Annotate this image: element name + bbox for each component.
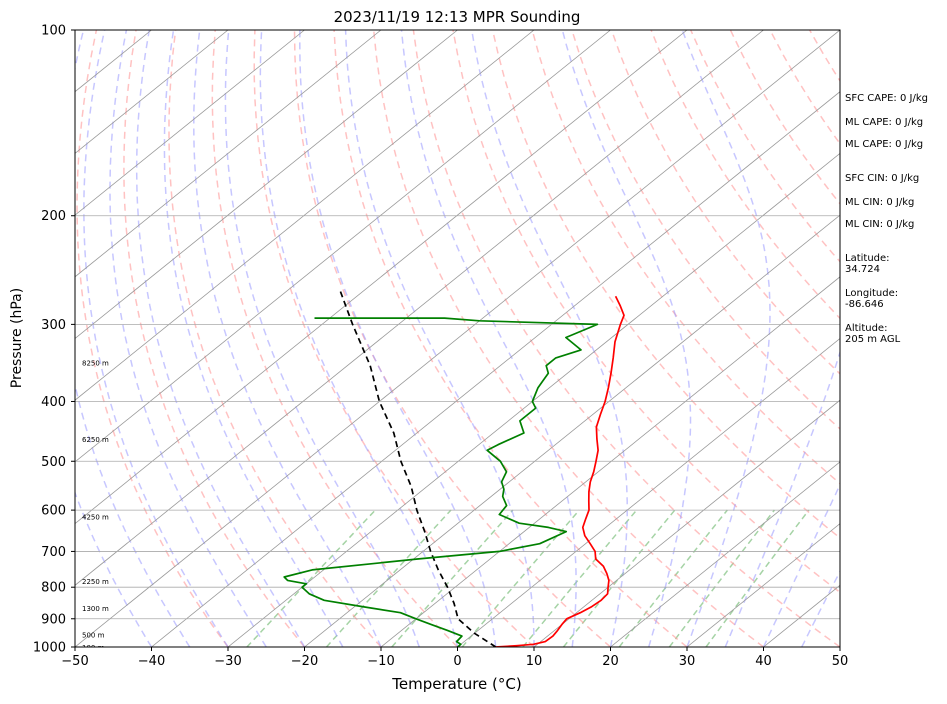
moist-adiabat-line (562, 30, 690, 647)
longitude-value: -86.646 (845, 299, 898, 310)
chart-title: 2023/11/19 12:13 MPR Sounding (334, 8, 581, 26)
x-tick-label: −50 (61, 654, 88, 669)
isotherm-line (0, 30, 611, 647)
sfc-cape-text: SFC CAPE: 0 J/kg (845, 93, 928, 104)
height-label: 8250 m (82, 360, 109, 368)
altitude-label: Altitude: (845, 323, 900, 334)
moist-adiabat-line (194, 30, 381, 647)
height-label: 6250 m (82, 436, 109, 444)
latitude-block: Latitude: 34.724 (845, 253, 890, 275)
longitude-label: Longitude: (845, 288, 898, 299)
ml-cin-text-2: ML CIN: 0 J/kg (845, 219, 914, 230)
x-tick-label: 30 (679, 654, 696, 669)
height-label: 2250 m (82, 578, 109, 586)
y-tick-label: 100 (41, 24, 66, 39)
mixing-ratio-line (247, 510, 375, 647)
x-tick-label: 20 (602, 654, 619, 669)
latitude-label: Latitude: (845, 253, 890, 264)
y-tick-label: 700 (41, 545, 66, 560)
y-tick-label: 900 (41, 612, 66, 627)
altitude-block: Altitude: 205 m AGL (845, 323, 900, 345)
x-axis-label: Temperature (°C) (391, 675, 521, 693)
parcel-profile-line (340, 291, 496, 647)
moist-adiabat-line (58, 30, 190, 647)
y-axis-label: Pressure (hPa) (9, 288, 25, 388)
temperature-profile-line (496, 296, 624, 647)
moist-adiabat-line (346, 30, 534, 647)
height-labels: 100 m 500 m 1300 m 2250 m 4250 m 6250 m 8250 m (82, 360, 109, 652)
y-tick-label: 300 (41, 318, 66, 333)
latitude-value: 34.724 (845, 264, 890, 275)
mixing-ratio-line (523, 510, 637, 647)
moist-adiabat-line (84, 30, 228, 647)
ml-cape-text-2: ML CAPE: 0 J/kg (845, 139, 923, 150)
dry-adiabat-line (169, 30, 381, 647)
dry-adiabat-line (254, 30, 534, 647)
x-tick-label: 10 (526, 654, 543, 669)
x-tick-label: 0 (453, 654, 461, 669)
x-tick-label: −20 (291, 654, 318, 669)
ml-cape-text: ML CAPE: 0 J/kg (845, 117, 923, 128)
longitude-block: Longitude: -86.646 (845, 288, 898, 310)
isotherm-line (228, 30, 947, 647)
isotherm-line (0, 30, 534, 647)
isotherm-line (0, 30, 458, 647)
height-label: 1300 m (82, 605, 109, 613)
y-tick-label: 400 (41, 395, 66, 410)
height-label: 500 m (82, 632, 105, 640)
y-tick-label: 200 (41, 209, 66, 224)
dry-adiabat-line (413, 30, 840, 647)
dry-adiabat-line (212, 30, 457, 647)
dry-adiabat-line (334, 30, 687, 647)
dry-adiabat-line (77, 30, 228, 647)
x-tick-label: −10 (367, 654, 394, 669)
moist-adiabat-line (137, 30, 305, 647)
height-label: 100 m (82, 644, 105, 652)
ml-cin-text: ML CIN: 0 J/kg (845, 197, 914, 208)
y-tick-label: 800 (41, 581, 66, 596)
x-tick-label: 40 (755, 654, 772, 669)
x-tick-label: −40 (138, 654, 165, 669)
moist-adiabat-line (682, 30, 770, 647)
moist-adiabat-line (110, 30, 266, 647)
y-tick-label: 600 (41, 504, 66, 519)
height-label: 4250 m (82, 514, 109, 522)
x-tick-label: 50 (832, 654, 849, 669)
sfc-cin-text: SFC CIN: 0 J/kg (845, 173, 919, 184)
y-tick-label: 500 (41, 455, 66, 470)
profiles (284, 291, 624, 647)
mixing-ratio-line (392, 510, 513, 647)
dry-adiabat-line (929, 30, 947, 647)
altitude-value: 205 m AGL (845, 334, 900, 345)
moist-adiabat-line (472, 30, 628, 647)
y-tick-label: 1000 (33, 641, 66, 656)
x-tick-label: −30 (214, 654, 241, 669)
dry-adiabat-line (295, 30, 611, 647)
